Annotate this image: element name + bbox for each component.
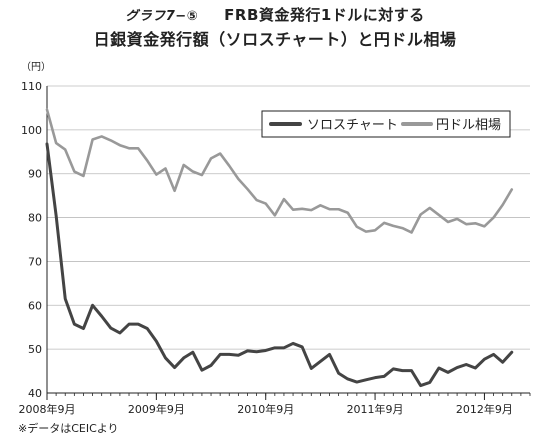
legend: ソロスチャート 円ドル相場 xyxy=(261,110,511,138)
legend-label-soros: ソロスチャート xyxy=(307,118,398,133)
chart-label: グラフ7−⑤ xyxy=(125,9,199,24)
y-tick-label: 100 xyxy=(21,124,42,137)
x-tick-label: 2011年9月 xyxy=(347,402,404,416)
y-axis-unit: （円） xyxy=(21,61,51,73)
y-tick-label: 90 xyxy=(28,168,42,181)
series-lines xyxy=(45,108,514,388)
series-line-yen-dollar xyxy=(45,108,514,234)
y-tick-label: 60 xyxy=(28,299,42,312)
chart-title-text: FRB資金発行1ドルに対する xyxy=(224,6,425,24)
x-tick-labels: 2008年9月 2009年9月 2010年9月 2011年9月 2012年9月 xyxy=(19,402,513,416)
legend-box xyxy=(261,110,511,138)
y-tick-labels: 40 50 60 70 80 90 100 110 xyxy=(21,80,42,400)
source-note: ※データはCEICより xyxy=(18,422,119,435)
y-tick-label: 50 xyxy=(28,343,42,356)
series-line-soros-chart xyxy=(45,142,514,388)
y-tick-label: 110 xyxy=(21,80,42,93)
chart-title-line2: 日銀資金発行額（ソロスチャート）と円ドル相場 xyxy=(93,30,457,49)
x-tick-label: 2009年9月 xyxy=(128,402,185,416)
x-tick-label: 2012年9月 xyxy=(456,402,513,416)
x-tick-label: 2008年9月 xyxy=(19,402,76,416)
x-tick-label: 2010年9月 xyxy=(237,402,294,416)
grid-lines xyxy=(47,85,530,350)
chart-title-line1: グラフ7−⑤ FRB資金発行1ドルに対する xyxy=(0,4,550,25)
y-tick-label: 40 xyxy=(28,387,42,400)
y-tick-label: 80 xyxy=(28,212,42,225)
axes xyxy=(46,86,531,400)
y-tick-label: 70 xyxy=(28,255,42,268)
legend-label-yen-dollar: 円ドル相場 xyxy=(436,118,501,133)
